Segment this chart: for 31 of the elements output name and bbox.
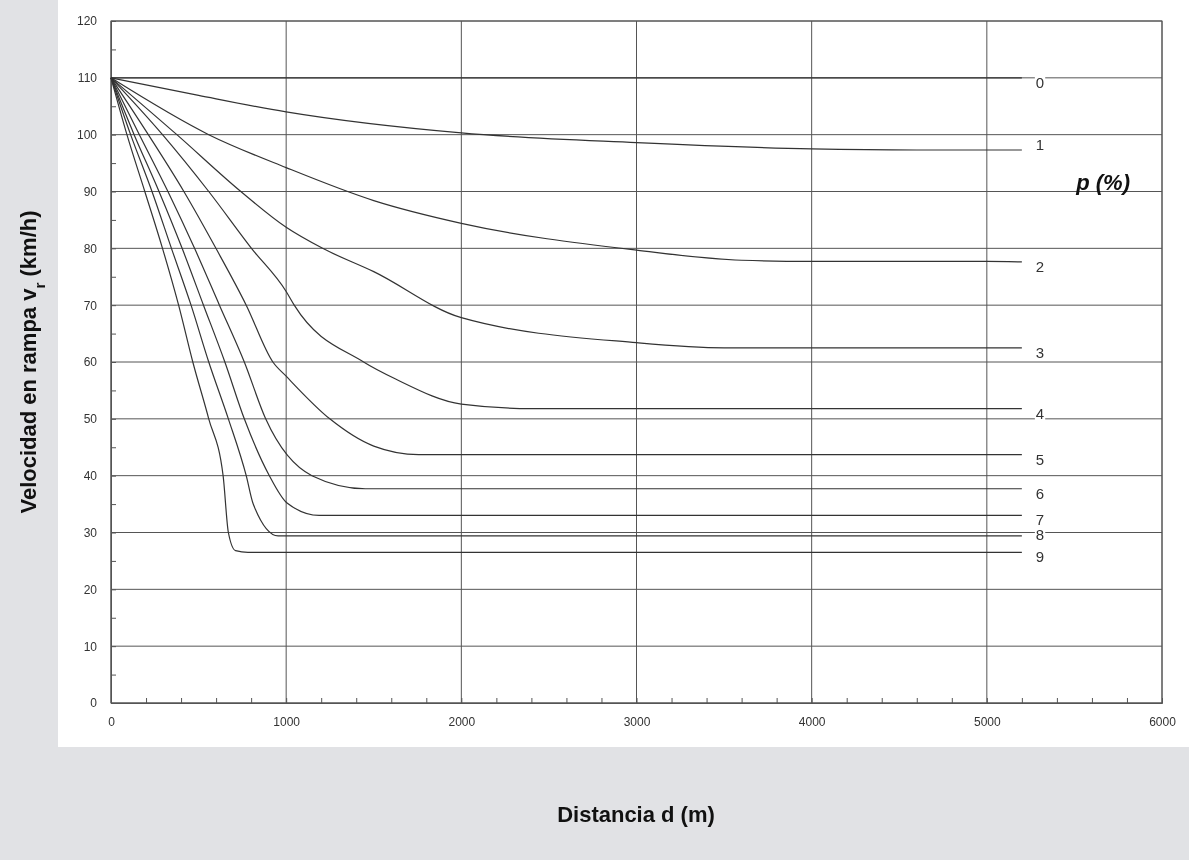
y-tick-label: 30	[83, 525, 98, 540]
series-label: 6	[1035, 484, 1045, 502]
y-tick-label: 90	[83, 184, 98, 199]
y-tick-label: 20	[83, 582, 98, 597]
y-tick-label: 100	[76, 128, 98, 143]
x-tick-label: 0	[108, 714, 116, 729]
y-tick-label: 10	[83, 639, 98, 654]
y-tick-label: 70	[83, 298, 98, 313]
series-label: 3	[1035, 343, 1045, 361]
y-tick-label: 80	[83, 241, 98, 256]
y-tick-label: 110	[77, 71, 98, 86]
series-label: 8	[1035, 525, 1045, 543]
series-label: 5	[1035, 450, 1045, 468]
x-tick-label: 5000	[973, 714, 1001, 729]
y-tick-label: 0	[90, 696, 98, 711]
x-tick-label: 6000	[1149, 714, 1177, 729]
annotation: p (%)	[1075, 170, 1130, 195]
series-label: 9	[1035, 548, 1045, 566]
y-tick-label: 50	[83, 412, 98, 427]
x-tick-label: 1000	[273, 714, 301, 729]
series-label: 0	[1035, 73, 1045, 91]
series-label: 2	[1035, 257, 1045, 275]
y-tick-label: 120	[76, 14, 98, 29]
x-tick-label: 2000	[448, 714, 476, 729]
x-tick-label: 4000	[798, 714, 826, 729]
y-tick-label: 40	[83, 469, 98, 484]
x-axis-title: Distancia d (m)	[557, 802, 715, 827]
x-tick-label: 3000	[623, 714, 651, 729]
series-label: 4	[1035, 404, 1045, 422]
y-tick-label: 60	[83, 355, 98, 370]
series-label: 1	[1035, 135, 1045, 153]
